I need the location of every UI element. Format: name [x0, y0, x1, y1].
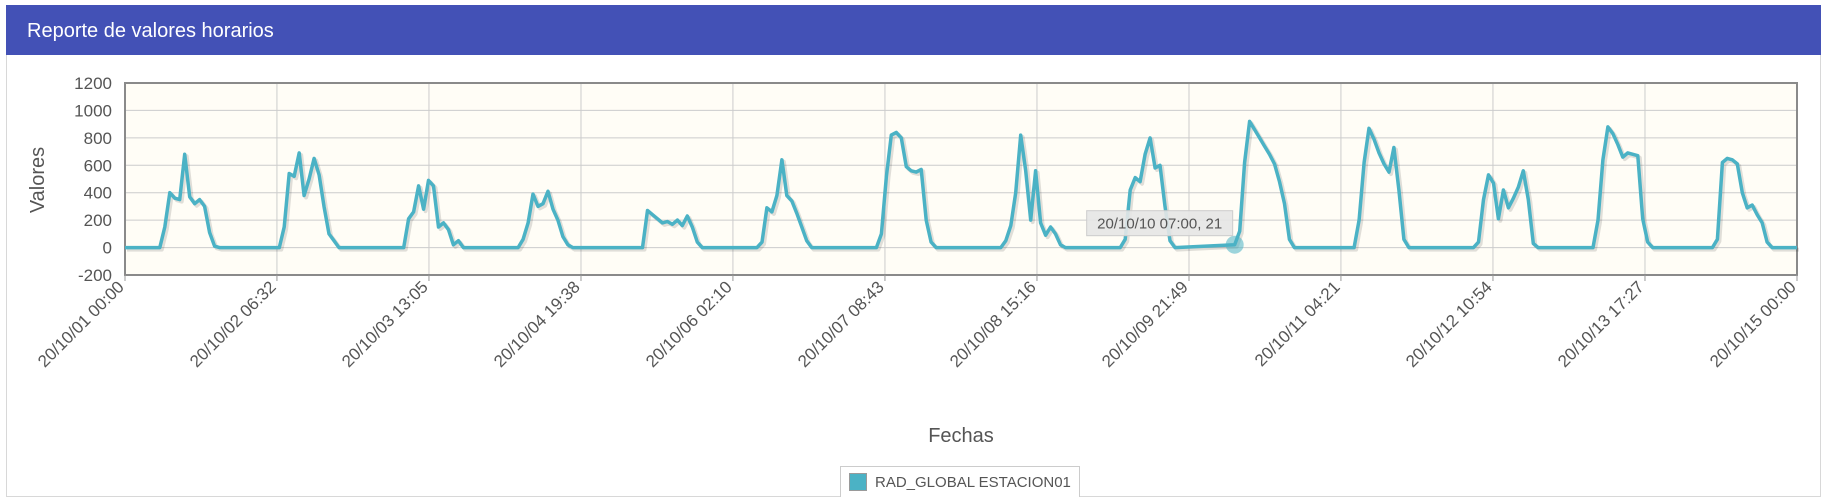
- x-tick-label: 20/10/06 02:10: [642, 277, 736, 371]
- x-tick-label: 20/10/15 00:00: [1706, 277, 1800, 371]
- x-tick-label: 20/10/03 13:05: [338, 277, 432, 371]
- series-lines: [125, 119, 1799, 252]
- panel-header: Reporte de valores horarios: [6, 5, 1821, 55]
- y-tick-label: 200: [84, 211, 112, 230]
- tooltip-box: [1086, 210, 1234, 237]
- x-tick-label: 20/10/13 17:27: [1554, 277, 1648, 371]
- y-tick-label: 600: [84, 156, 112, 175]
- y-tick-label: 0: [103, 239, 112, 258]
- panel-title: Reporte de valores horarios: [27, 20, 274, 42]
- x-tick-label: 20/10/12 10:54: [1402, 277, 1496, 371]
- plot-border: [124, 82, 1798, 276]
- y-tick-label: 1000: [74, 101, 112, 120]
- x-axis-label: Fechas: [928, 425, 994, 447]
- legend-label: RAD_GLOBAL ESTACION01: [875, 473, 1071, 491]
- x-tick-label: 20/10/11 04:21: [1251, 277, 1344, 370]
- x-tick-label: 20/10/07 08:43: [794, 277, 888, 371]
- x-axis-ticks: 20/10/01 00:00 20/10/02 06:32 20/10/03 13:…: [34, 275, 1800, 371]
- y-tick-label: 1200: [74, 74, 112, 93]
- y-axis-label: Valores: [27, 147, 49, 213]
- x-tick-label: 20/10/04 19:38: [490, 277, 584, 371]
- series-line: [125, 119, 1797, 250]
- tooltip: 20/10/10 07:00, 21: [1086, 210, 1244, 254]
- legend-swatch: [849, 473, 867, 491]
- y-tick-label: 800: [84, 129, 112, 148]
- highlight-point: [1225, 235, 1244, 254]
- x-tick-label: 20/10/02 06:32: [186, 277, 280, 371]
- x-tick-label: 20/10/01 00:00: [34, 277, 128, 371]
- tooltip-text: 20/10/10 07:00, 21: [1097, 216, 1222, 233]
- y-tick-label: -200: [78, 266, 112, 285]
- x-tick-label: 20/10/09 21:49: [1098, 277, 1192, 371]
- y-axis-ticks: -200 0 200 400 600 800 1000 1200: [74, 74, 112, 285]
- y-tick-label: 400: [84, 184, 112, 203]
- x-tick-label: 20/10/08 15:16: [946, 277, 1040, 371]
- legend[interactable]: RAD_GLOBAL ESTACION01: [840, 466, 1080, 497]
